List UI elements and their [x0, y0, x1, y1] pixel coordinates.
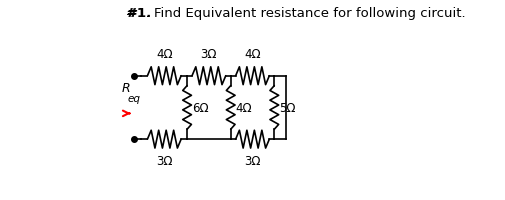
Text: 3Ω: 3Ω: [156, 155, 172, 168]
Text: 3Ω: 3Ω: [244, 155, 260, 168]
Text: #1. Find Equivalent resistance for following circuit.: #1. Find Equivalent resistance for follo…: [125, 7, 464, 20]
Text: R: R: [121, 82, 130, 95]
Text: 4Ω: 4Ω: [156, 48, 172, 61]
Text: eq: eq: [127, 93, 140, 103]
Text: #1.: #1.: [125, 7, 150, 20]
Text: 4Ω: 4Ω: [235, 101, 252, 114]
Text: 3Ω: 3Ω: [200, 48, 217, 61]
Text: 4Ω: 4Ω: [244, 48, 260, 61]
Text: 6Ω: 6Ω: [192, 101, 208, 114]
Text: 5Ω: 5Ω: [279, 101, 295, 114]
